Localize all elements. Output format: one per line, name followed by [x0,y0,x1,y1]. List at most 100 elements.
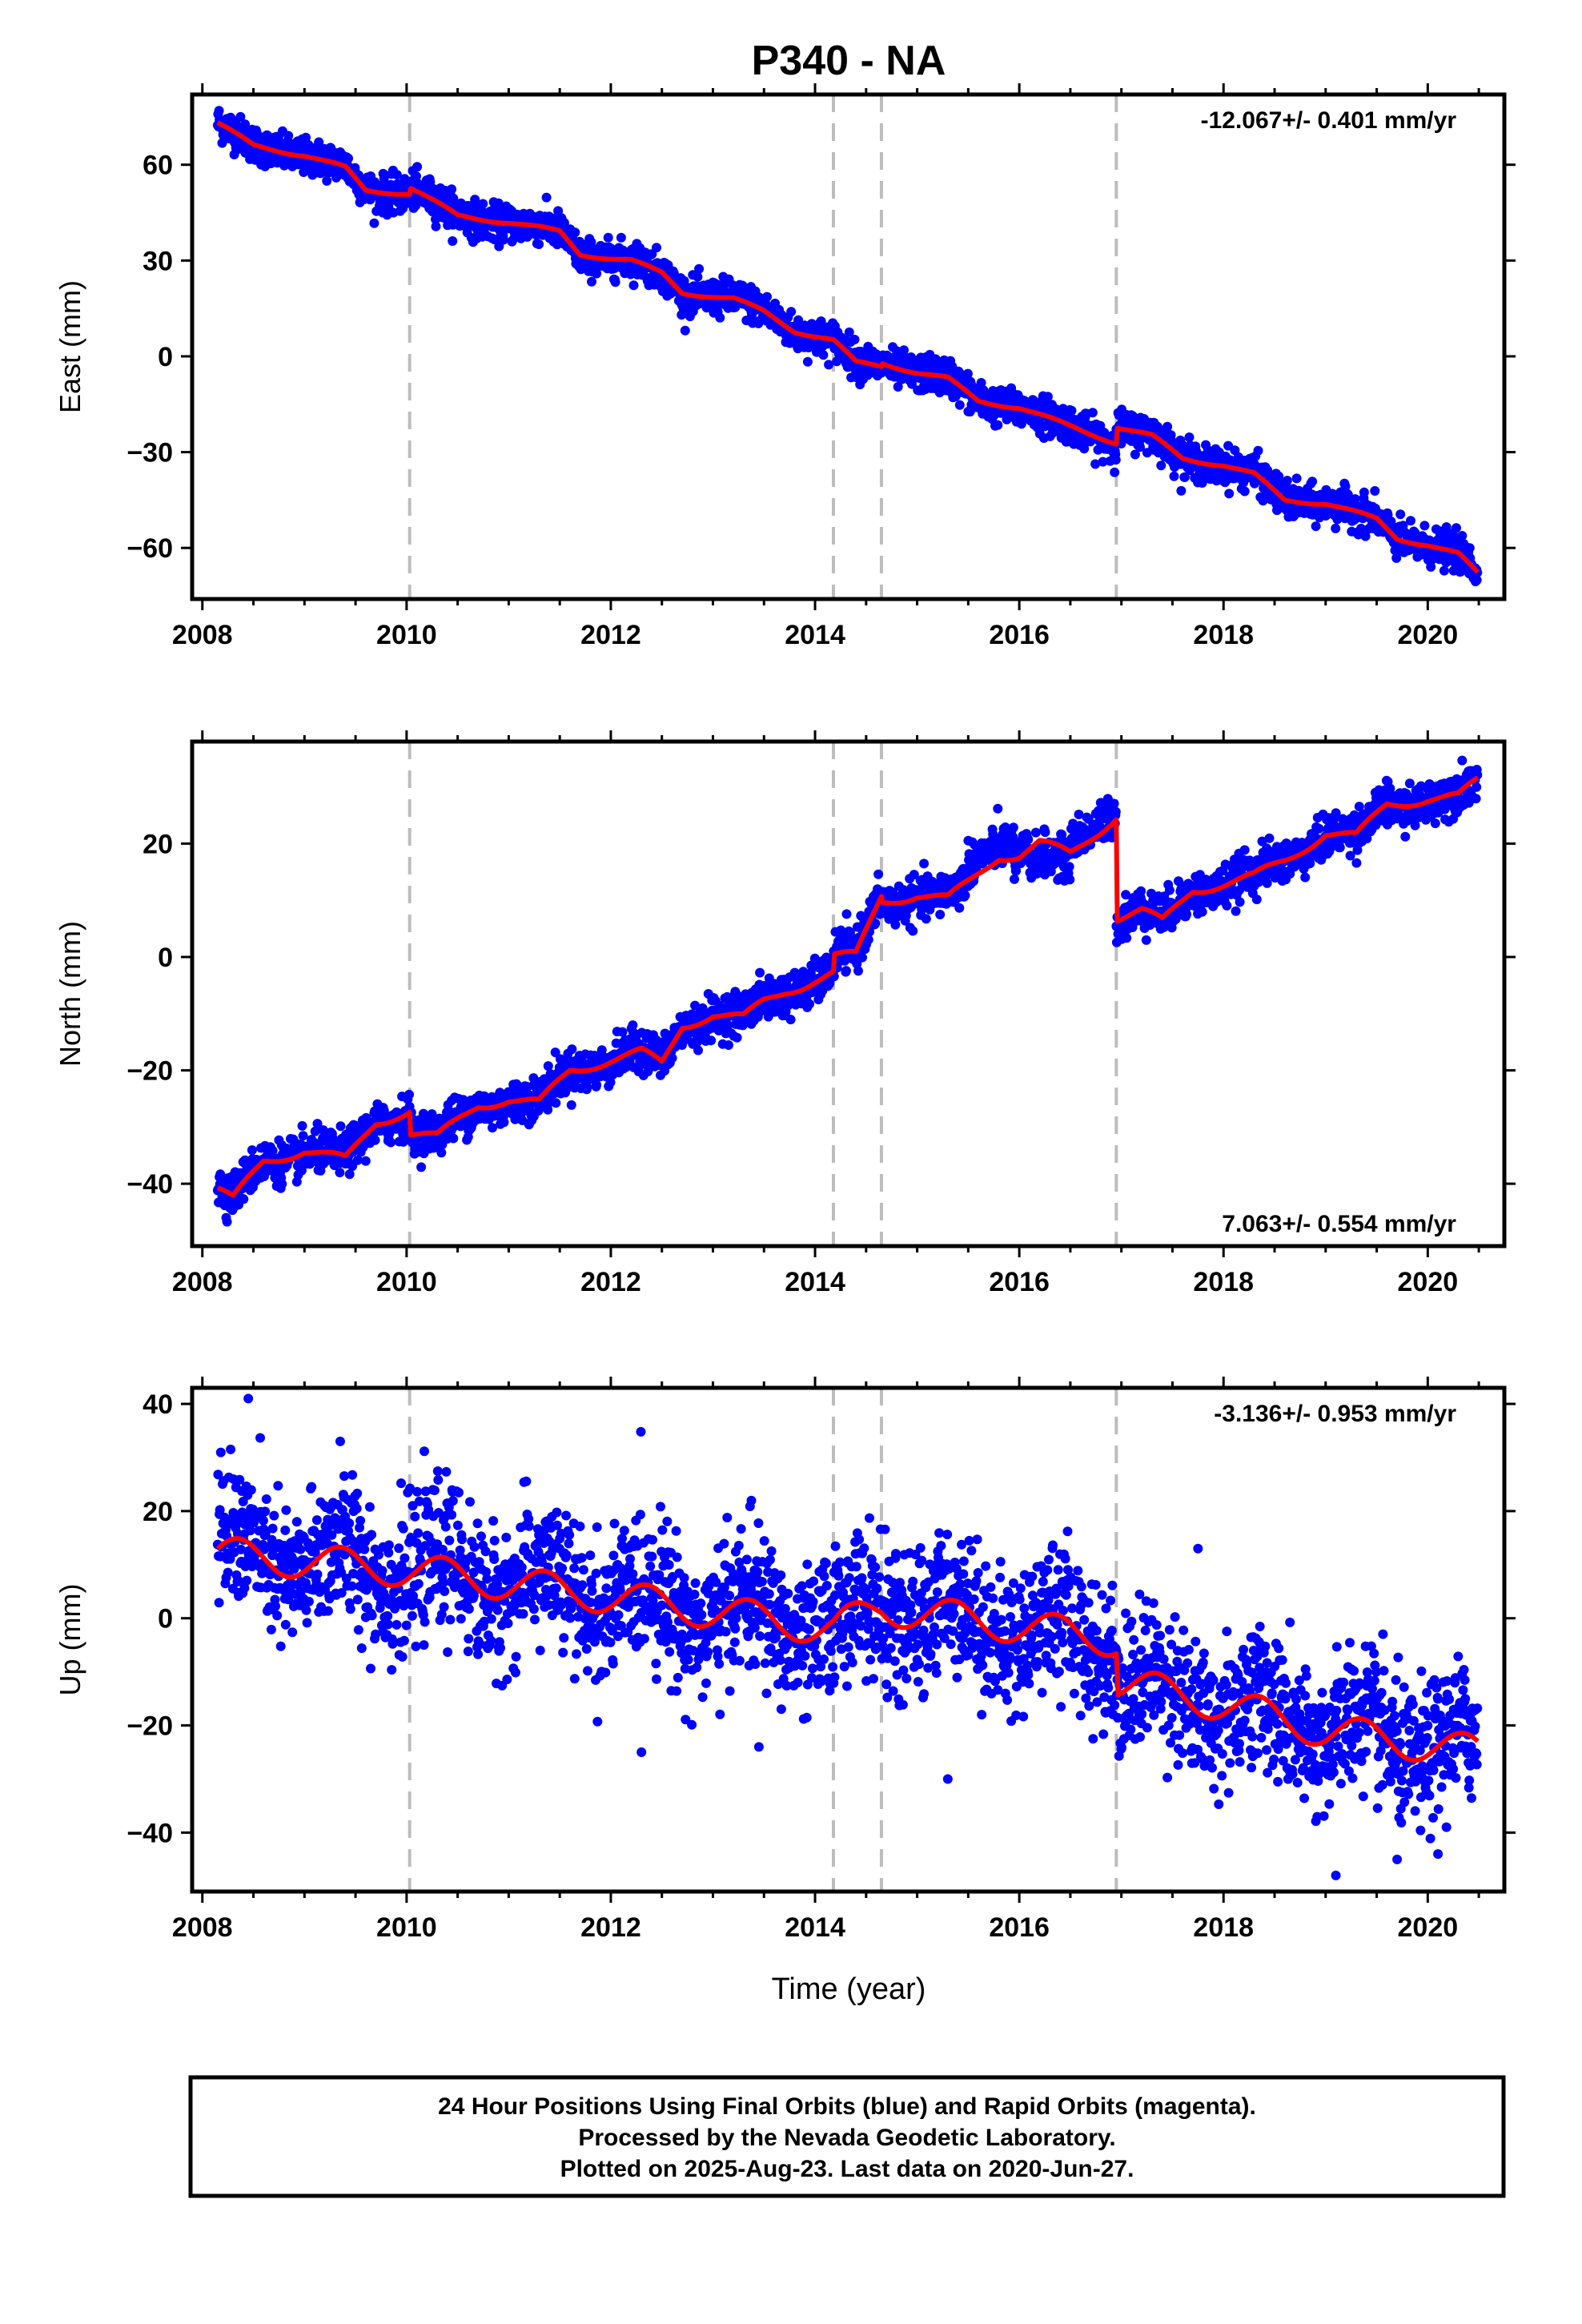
data-point [1224,489,1235,499]
data-point [1136,886,1146,896]
data-point [762,292,772,302]
data-point [993,420,1003,430]
data-point [369,218,379,228]
data-point [693,1045,703,1055]
data-point [954,400,965,410]
data-point [857,952,867,963]
data-point [1042,392,1053,402]
data-point [853,966,863,976]
data-point [1253,445,1263,456]
data-point [824,360,834,370]
data-point [1291,473,1302,484]
y-tick-label: −30 [126,438,173,468]
data-point [785,1015,796,1025]
data-point [818,350,829,360]
data-point [370,1135,380,1145]
data-point [844,327,854,337]
data-point [436,1148,447,1158]
y-axis-label: East (mm) [54,280,86,413]
data-point [277,1179,287,1189]
data-point [582,1082,592,1092]
data-point [448,236,458,246]
data-point [802,356,813,367]
data-point [935,910,946,919]
data-point [694,263,705,274]
data-point [1162,421,1173,432]
data-point [921,914,931,924]
data-point [841,966,851,976]
data-point [235,111,246,122]
y-tick-label: −60 [126,533,173,564]
data-point [1169,471,1179,481]
data-point [1464,543,1475,553]
data-point [1110,806,1121,817]
data-point [240,119,250,130]
x-tick-label: 2008 [172,620,233,650]
data-point [919,858,930,869]
data-point [1066,405,1077,416]
data-point [1452,523,1461,533]
data-point [335,1168,345,1178]
data-point [1008,822,1018,833]
data-point [1311,521,1321,532]
data-point [893,382,903,392]
data-point [222,1216,232,1227]
data-point [715,312,725,323]
data-point [541,192,552,203]
x-tick-label: 2012 [580,620,641,650]
data-point [360,1156,371,1166]
data-point [628,280,639,291]
data-point [960,891,970,901]
data-point [841,909,852,919]
data-point [962,368,973,379]
data-point [1141,935,1151,945]
data-point [379,173,389,183]
data-point [693,271,703,282]
data-point [1110,467,1120,477]
data-point [610,277,620,287]
data-point [1282,476,1292,486]
data-point [732,1032,742,1043]
y-tick-label: 0 [158,342,173,372]
data-point [283,131,294,141]
data-point [1064,862,1074,872]
data-point [1307,476,1318,487]
data-point [1359,487,1369,497]
data-point [247,1145,257,1156]
data-point [1065,875,1075,885]
data-point [214,106,224,116]
data-point [993,803,1003,814]
velocity-annotation: -12.067+/- 0.401 mm/yr [1201,107,1457,134]
data-point [592,1080,602,1090]
chart-title: P340 - NA [752,38,946,84]
east-panel: 2008 2010 2012 2014 2016 2018 2020−60−3003060E… [54,83,1516,650]
data-point [543,1104,553,1115]
data-point [566,1100,576,1110]
data-point [667,1053,677,1063]
data-point [755,967,765,978]
data-point [1340,481,1351,492]
data-point [1419,521,1430,531]
data-point [559,218,569,228]
data-point [301,132,311,143]
data-point [587,276,596,287]
y-tick-label: 60 [143,151,173,181]
data-point [1010,874,1019,884]
data-point [1135,442,1145,452]
data-point [1087,408,1098,418]
data-point [1156,460,1166,471]
data-point [416,1162,427,1172]
data-point [1239,486,1250,497]
data-point [498,235,508,245]
data-point [899,345,909,356]
data-point [534,239,544,249]
data-point [499,1117,509,1128]
data-point [1439,565,1449,576]
data-point [1406,516,1415,526]
x-tick-label: 2014 [785,620,845,650]
x-tick-label: 2016 [989,620,1050,650]
data-point [786,307,797,317]
x-tick-label: 2018 [1193,620,1254,650]
plot-area [212,94,1483,599]
data-point [849,335,860,344]
